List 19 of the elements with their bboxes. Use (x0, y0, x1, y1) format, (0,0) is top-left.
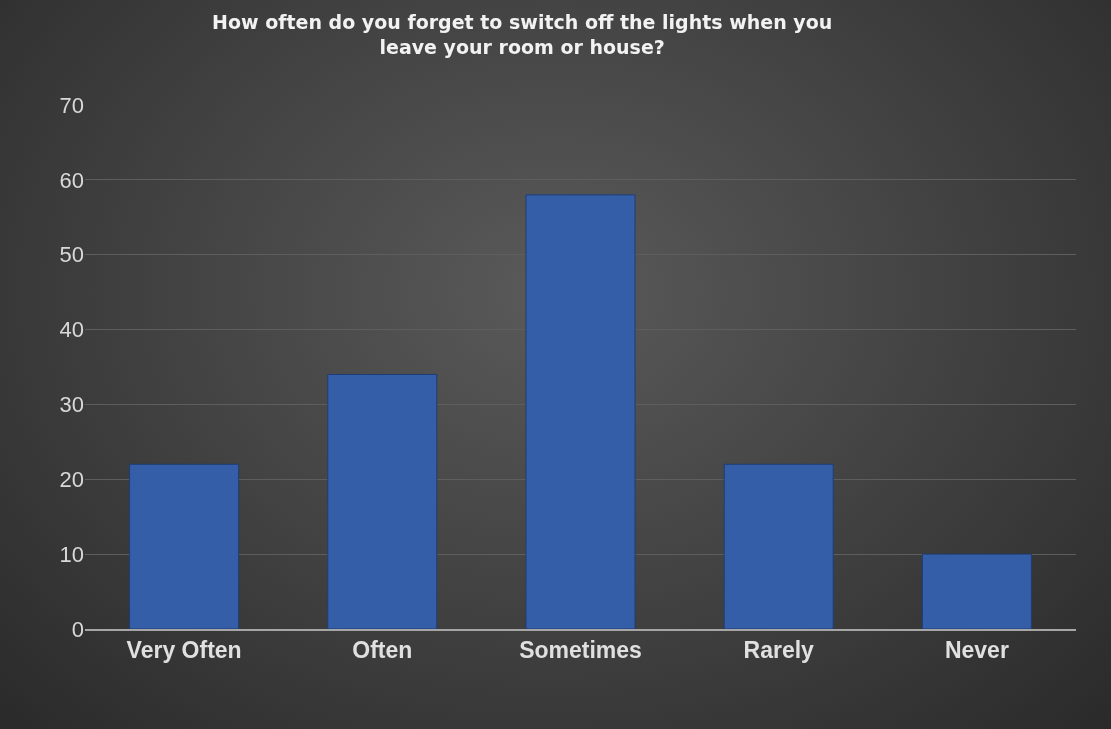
y-tick-label: 70 (59, 92, 84, 118)
chart-title: How often do you forget to switch off the lights when you leave your room or house? (212, 11, 833, 58)
bar (129, 463, 240, 629)
bar (525, 194, 636, 629)
bar (327, 373, 438, 629)
y-tick-label: 0 (71, 616, 84, 642)
x-tick-label: Never (944, 637, 1009, 664)
y-tick-label: 20 (59, 466, 84, 492)
x-tick-label: Often (352, 637, 413, 664)
y-tick-label: 60 (59, 167, 84, 193)
bar (723, 463, 834, 629)
y-tick-label: 50 (59, 242, 84, 268)
x-tick-label: Rarely (743, 637, 815, 664)
y-tick-label: 40 (59, 317, 84, 343)
y-tick-label: 10 (59, 541, 84, 567)
bar (921, 553, 1032, 629)
y-tick-label: 30 (59, 392, 84, 418)
x-tick-label: Very Often (126, 637, 242, 664)
x-tick-label: Sometimes (519, 637, 642, 664)
